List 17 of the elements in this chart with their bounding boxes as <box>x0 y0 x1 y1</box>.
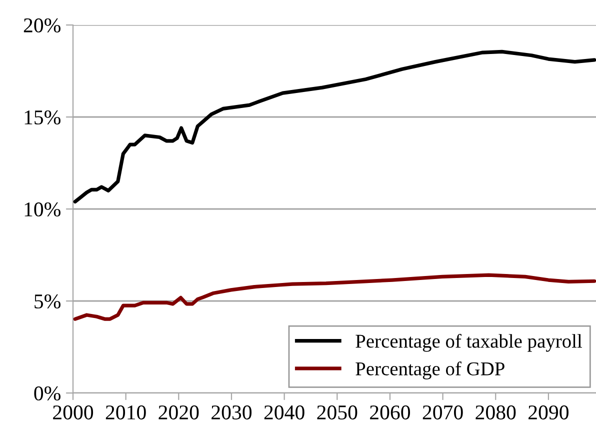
x-tick-label: 2030 <box>212 405 252 420</box>
y-tick-label: 0% <box>34 386 60 400</box>
x-tick-label: 2080 <box>476 405 516 420</box>
y-tick-label: 5% <box>34 294 60 308</box>
x-tick-label: 2060 <box>370 405 410 420</box>
legend-label: Percentage of GDP <box>356 362 504 380</box>
x-tick-label: 2020 <box>158 405 199 420</box>
x-tick-label: 2010 <box>106 405 146 420</box>
x-tick-label: 2000 <box>53 405 94 420</box>
legend-label: Percentage of taxable payroll <box>356 334 582 352</box>
x-tick-label: 2040 <box>264 405 304 420</box>
x-tick-label: 2070 <box>422 405 463 420</box>
y-tick-label: 10% <box>24 202 60 216</box>
y-tick-label: 15% <box>24 110 60 124</box>
x-tick-label: 2050 <box>317 405 358 420</box>
x-tick-label: 2090 <box>528 405 568 420</box>
y-tick-label: 20% <box>24 18 60 32</box>
